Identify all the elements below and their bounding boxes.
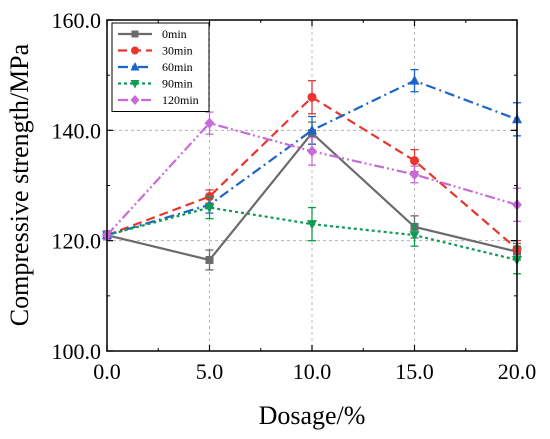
legend-label: 60min <box>162 60 193 74</box>
y-tick-label: 160.0 <box>52 8 102 33</box>
legend-marker <box>130 62 140 71</box>
legend-label: 30min <box>162 44 193 58</box>
y-axis-title: Compressive strength/MPa <box>5 43 34 326</box>
legend-label: 120min <box>162 93 199 107</box>
legend-entry-0min: 0min <box>118 27 187 41</box>
legend-entry-120min: 120min <box>118 93 199 107</box>
legend-box <box>111 22 210 112</box>
legend-marker <box>131 46 139 55</box>
data-point-30min <box>410 156 419 166</box>
series-line-90min <box>106 206 518 262</box>
data-point-120min <box>204 117 215 129</box>
x-tick-label: 15.0 <box>395 359 434 384</box>
legend-label: 0min <box>162 27 187 41</box>
y-tick-label: 100.0 <box>52 339 102 364</box>
data-point-120min <box>307 145 317 157</box>
legend-marker <box>130 80 140 89</box>
y-tick-label: 120.0 <box>52 229 102 254</box>
data-point-120min <box>409 168 420 180</box>
legend-label: 90min <box>162 77 193 91</box>
legend-marker <box>130 95 140 105</box>
data-point-90min <box>307 220 317 230</box>
series-line-60min <box>106 79 518 237</box>
data-point-60min <box>307 124 317 135</box>
x-tick-label: 20.0 <box>498 359 537 384</box>
legend-entry-90min: 90min <box>118 77 193 91</box>
y-tick-label: 140.0 <box>52 118 102 143</box>
data-point-0min <box>205 255 214 264</box>
legend: 0min 30min 60min 90min 120min <box>111 22 210 112</box>
legend-marker <box>131 30 139 38</box>
x-tick-label: 10.0 <box>293 359 332 384</box>
data-point-90min <box>204 203 215 214</box>
x-axis-title: Dosage/% <box>259 401 366 430</box>
data-point-30min <box>307 92 317 102</box>
x-tick-label: 0.0 <box>93 359 121 384</box>
data-point-90min <box>409 231 420 241</box>
data-point-60min <box>409 75 420 85</box>
legend-entry-30min: 30min <box>118 44 193 58</box>
legend-entry-60min: 60min <box>118 60 193 74</box>
series-120min <box>102 111 522 241</box>
series-layer <box>102 69 522 275</box>
x-tick-label: 5.0 <box>196 359 224 384</box>
axis-ticks: 0.0 5.0 10.0 15.0 20.0 100.0 120.0 140.0 160.0 <box>52 8 537 384</box>
